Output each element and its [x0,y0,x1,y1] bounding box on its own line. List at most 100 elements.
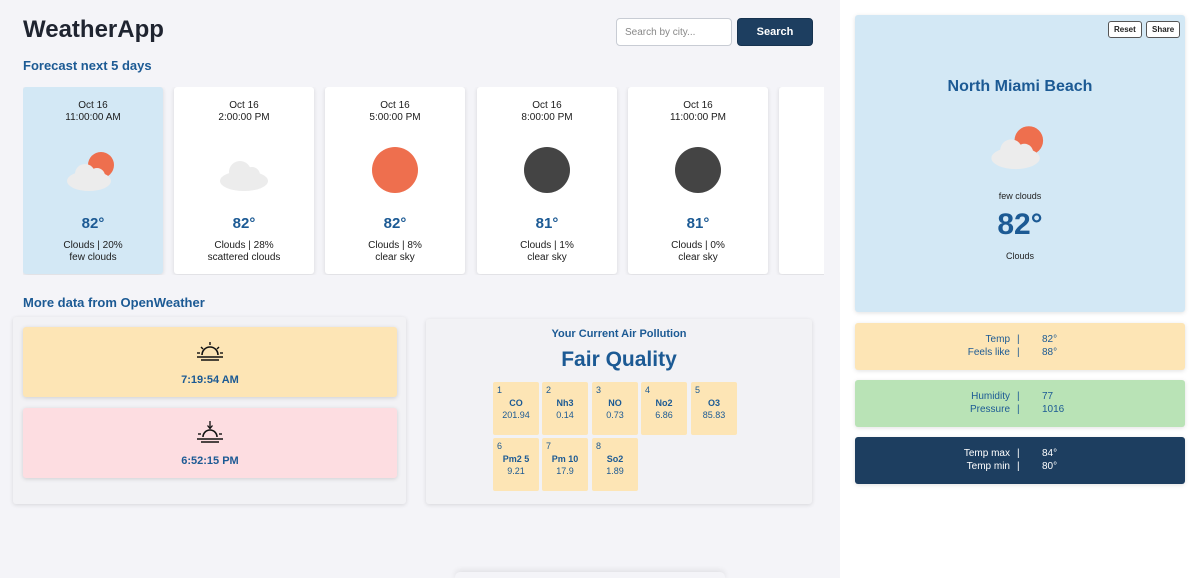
pollutant-cell: 8 So2 1.89 [592,438,638,491]
forecast-card-partial[interactable] [779,87,824,274]
separator: | [1017,347,1020,358]
sun-icon [372,147,418,193]
pollutant-name: Pm 10 [551,454,579,464]
bottom-edge-card [455,572,725,578]
forecast-time: 8:00:00 PM [521,112,573,123]
forecast-time: 5:00:00 PM [369,112,421,123]
forecast-date: Oct 16 [532,100,562,111]
share-button[interactable]: Share [1146,21,1181,38]
main-content: WeatherApp Search Forecast next 5 days O… [23,16,824,578]
forecast-temp: 81° [686,215,710,232]
forecast-temp: 82° [232,215,256,232]
sunset-time: 6:52:15 PM [181,455,239,467]
forecast-summary: Clouds | 20% [63,240,123,251]
temp-min-label: Temp min [966,461,1010,472]
temp-max-value: 84° [1042,448,1058,459]
pollutant-index: 2 [546,385,552,395]
forecast-time: 2:00:00 PM [218,112,270,123]
pollutant-index: 7 [546,441,552,451]
pollutant-name: O3 [707,398,720,408]
forecast-card[interactable]: Oct 16 5:00:00 PM 82° Clouds | 8% clear sky [325,87,465,274]
humidity-value: 77 [1042,391,1054,402]
pollutant-index: 4 [645,385,651,395]
forecast-date: Oct 16 [78,100,108,111]
sunrise-time: 7:19:54 AM [181,374,239,386]
forecast-date: Oct 16 [380,100,410,111]
forecast-card[interactable]: Oct 16 8:00:00 PM 81° Clouds | 1% clear sky [477,87,617,274]
forecast-time: 11:00:00 AM [65,112,121,123]
pollutant-value: 0.14 [556,410,574,420]
sunset-card: 6:52:15 PM [23,408,397,478]
sun-cloud-icon [991,126,1044,170]
separator: | [1017,391,1020,402]
pollutant-cell: 1 CO 201.94 [493,382,539,435]
humidity-label: Humidity [971,391,1010,402]
air-pollution-panel: Your Current Air Pollution Fair Quality … [426,319,812,504]
current-condition: Clouds [1005,251,1034,261]
separator: | [1017,461,1020,472]
pollutant-value: 17.9 [556,466,574,476]
forecast-summary: Clouds | 1% [520,240,574,251]
forecast-temp: 81° [535,215,559,232]
temp-label: Temp [985,334,1010,345]
forecast-description: clear sky [527,252,567,263]
pressure-value: 1016 [1042,404,1065,415]
pollutant-cell: 7 Pm 10 17.9 [542,438,588,491]
pollutant-value: 0.73 [606,410,624,420]
pollutant-name: No2 [655,398,673,408]
temp-info-card: Temp | 82° Feels like | 88° [855,323,1185,370]
moon-icon [524,147,570,193]
air-quality-label: Fair Quality [561,348,677,371]
forecast-time: 11:00:00 PM [670,112,726,123]
current-temperature: 82° [997,208,1043,241]
forecast-temp: 82° [383,215,407,232]
current-weather-card: Reset Share North Miami Beach few clouds… [855,15,1185,312]
sunrise-card: 7:19:54 AM [23,327,397,397]
pollutant-value: 201.94 [502,410,530,420]
app-title: WeatherApp [23,16,164,43]
current-description: few clouds [998,191,1042,201]
pollutant-cell: 4 No2 6.86 [641,382,687,435]
search-button[interactable]: Search [737,18,813,46]
forecast-description: scattered clouds [207,252,281,263]
forecast-summary: Clouds | 28% [214,240,274,251]
sun-cloud-icon [67,152,114,191]
pollutant-name: So2 [606,454,624,464]
forecast-description: clear sky [375,252,415,263]
separator: | [1017,334,1020,345]
more-data-section-title: More data from OpenWeather [23,295,205,310]
forecast-strip[interactable]: Oct 16 11:00:00 AM 82° Clouds | 20% few clou… [23,87,824,275]
forecast-card[interactable]: Oct 16 2:00:00 PM 82° Clouds | 28% scattered… [174,87,314,274]
moon-icon [675,147,721,193]
pollutant-index: 6 [497,441,503,451]
pollutant-cell: 2 Nh3 0.14 [542,382,588,435]
humidity-info-card: Humidity | 77 Pressure | 1016 [855,380,1185,427]
forecast-card[interactable]: Oct 16 11:00:00 PM 81° Clouds | 0% clear sky [628,87,768,274]
cloud-icon [220,161,268,191]
feels-like-value: 88° [1042,347,1058,358]
pollutant-index: 3 [596,385,602,395]
pollutant-name: Pm2 5 [502,454,530,464]
temp-range-info-card: Temp max | 84° Temp min | 80° [855,437,1185,484]
sunrise-icon [197,342,223,361]
temp-min-value: 80° [1042,461,1058,472]
sunset-icon [197,421,223,443]
forecast-temp: 82° [81,215,105,232]
pollutant-cell: 3 NO 0.73 [592,382,638,435]
forecast-date: Oct 16 [229,100,259,111]
reset-button[interactable]: Reset [1108,21,1142,38]
temp-max-label: Temp max [963,448,1010,459]
pollutant-value: 9.21 [507,466,525,476]
search-input[interactable] [616,18,732,46]
pollutant-index: 5 [695,385,701,395]
forecast-date: Oct 16 [683,100,713,111]
forecast-section-title: Forecast next 5 days [23,58,152,73]
forecast-description: clear sky [678,252,718,263]
pollutant-index: 8 [596,441,602,451]
forecast-card[interactable]: Oct 16 11:00:00 AM 82° Clouds | 20% few clou… [23,87,163,274]
pollutant-name: CO [509,398,523,408]
temp-value: 82° [1042,334,1058,345]
current-weather-sidebar: Reset Share North Miami Beach few clouds… [840,0,1200,578]
pollutant-cell: 6 Pm2 5 9.21 [493,438,539,491]
separator: | [1017,404,1020,415]
